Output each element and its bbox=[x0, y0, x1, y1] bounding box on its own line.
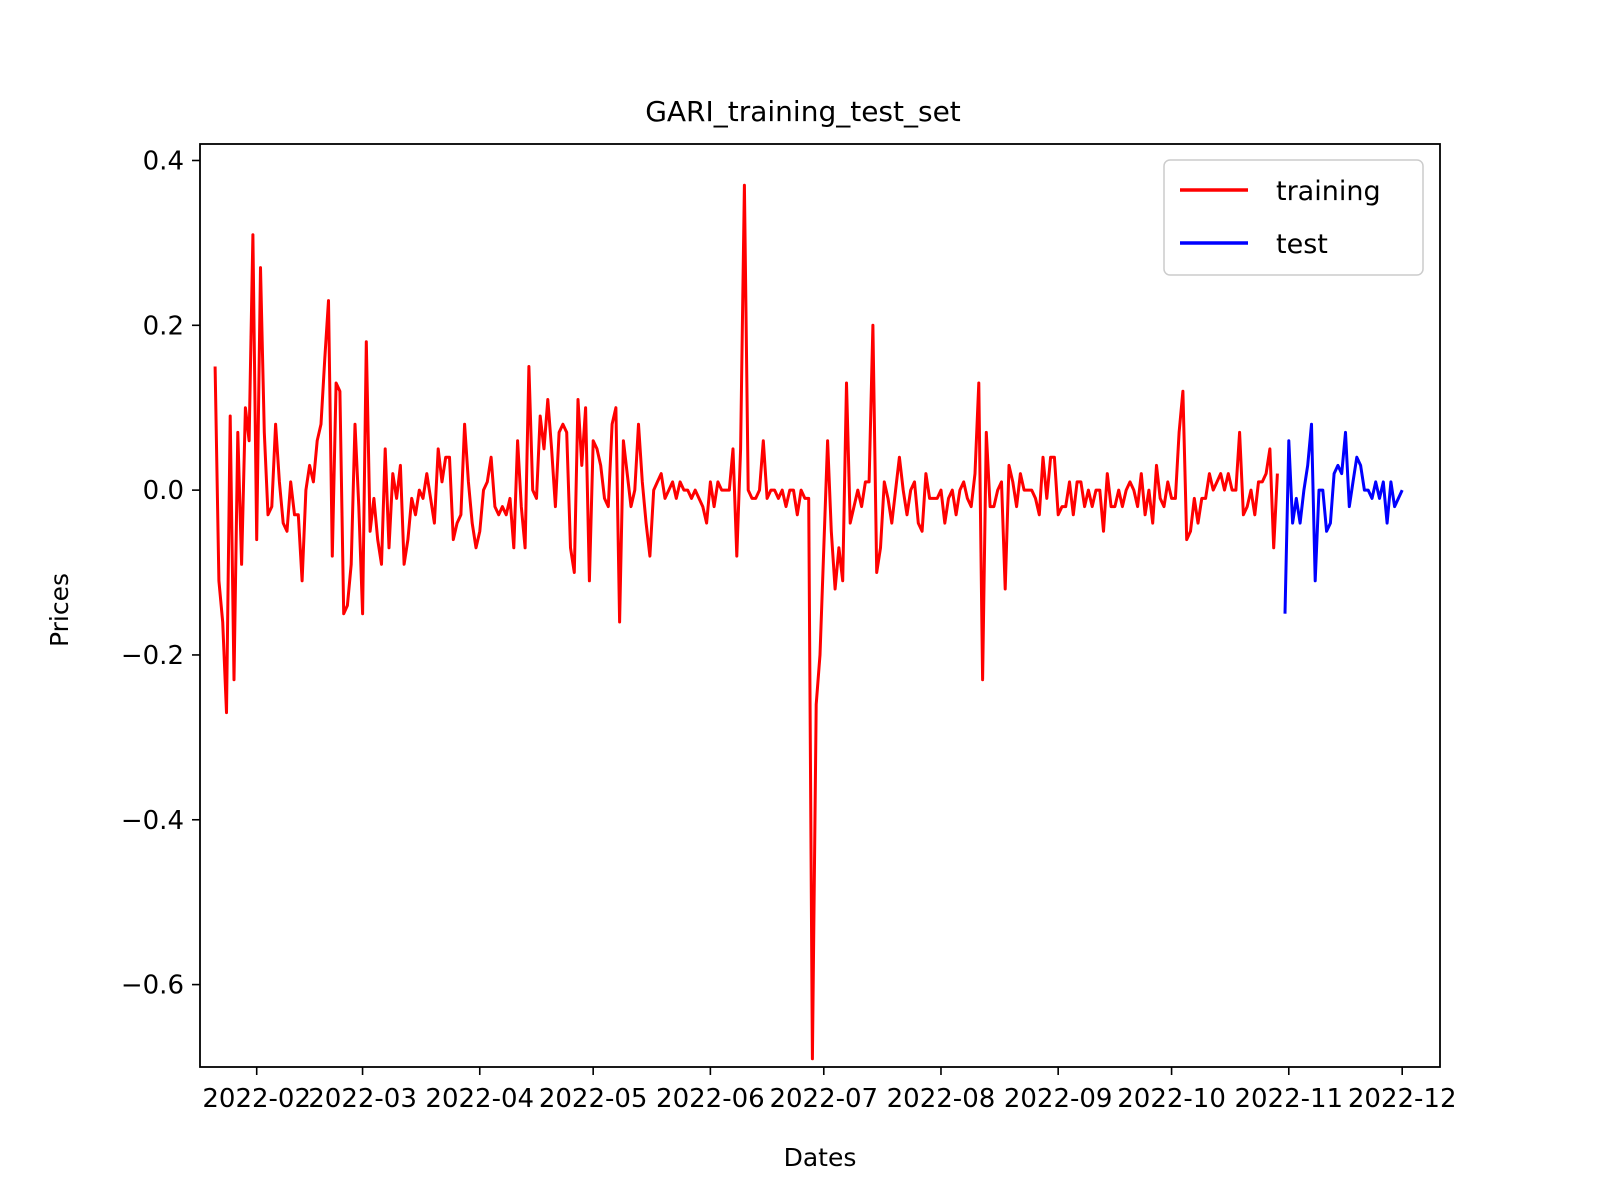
x-tick-label: 2022-02 bbox=[202, 1084, 311, 1114]
y-tick-label: −0.2 bbox=[121, 641, 184, 671]
x-tick-label: 2022-09 bbox=[1004, 1084, 1113, 1114]
y-tick-label: −0.6 bbox=[121, 971, 184, 1001]
y-tick-label: −0.4 bbox=[121, 806, 184, 836]
x-tick-label: 2022-04 bbox=[425, 1084, 534, 1114]
series-line-training bbox=[213, 183, 1279, 1061]
x-tick-label: 2022-03 bbox=[308, 1084, 417, 1114]
legend-label-training: training bbox=[1276, 176, 1381, 207]
legend-label-test: test bbox=[1276, 229, 1328, 260]
y-tick-label: 0.0 bbox=[143, 476, 184, 506]
x-tick-label: 2022-07 bbox=[769, 1084, 878, 1114]
x-tick-label: 2022-10 bbox=[1117, 1084, 1226, 1114]
x-tick-label: 2022-05 bbox=[539, 1084, 648, 1114]
x-tick-label: 2022-08 bbox=[887, 1084, 996, 1114]
y-axis-label: Prices bbox=[45, 573, 74, 647]
x-axis-label: Dates bbox=[784, 1143, 857, 1172]
plot-area bbox=[213, 183, 1404, 1061]
x-tick-label: 2022-12 bbox=[1348, 1084, 1457, 1114]
x-tick-label: 2022-06 bbox=[656, 1084, 765, 1114]
axes-frame bbox=[199, 143, 1441, 1068]
series-line-test bbox=[1283, 422, 1404, 614]
chart-title: GARI_training_test_set bbox=[645, 95, 961, 128]
y-axis: 0.4 0.2 0.0 −0.2 −0.4 −0.6 bbox=[121, 146, 200, 1001]
y-tick-label: 0.4 bbox=[143, 146, 184, 176]
x-tick-label: 2022-11 bbox=[1234, 1084, 1343, 1114]
y-tick-label: 0.2 bbox=[143, 311, 184, 341]
legend: training test bbox=[1163, 159, 1424, 276]
